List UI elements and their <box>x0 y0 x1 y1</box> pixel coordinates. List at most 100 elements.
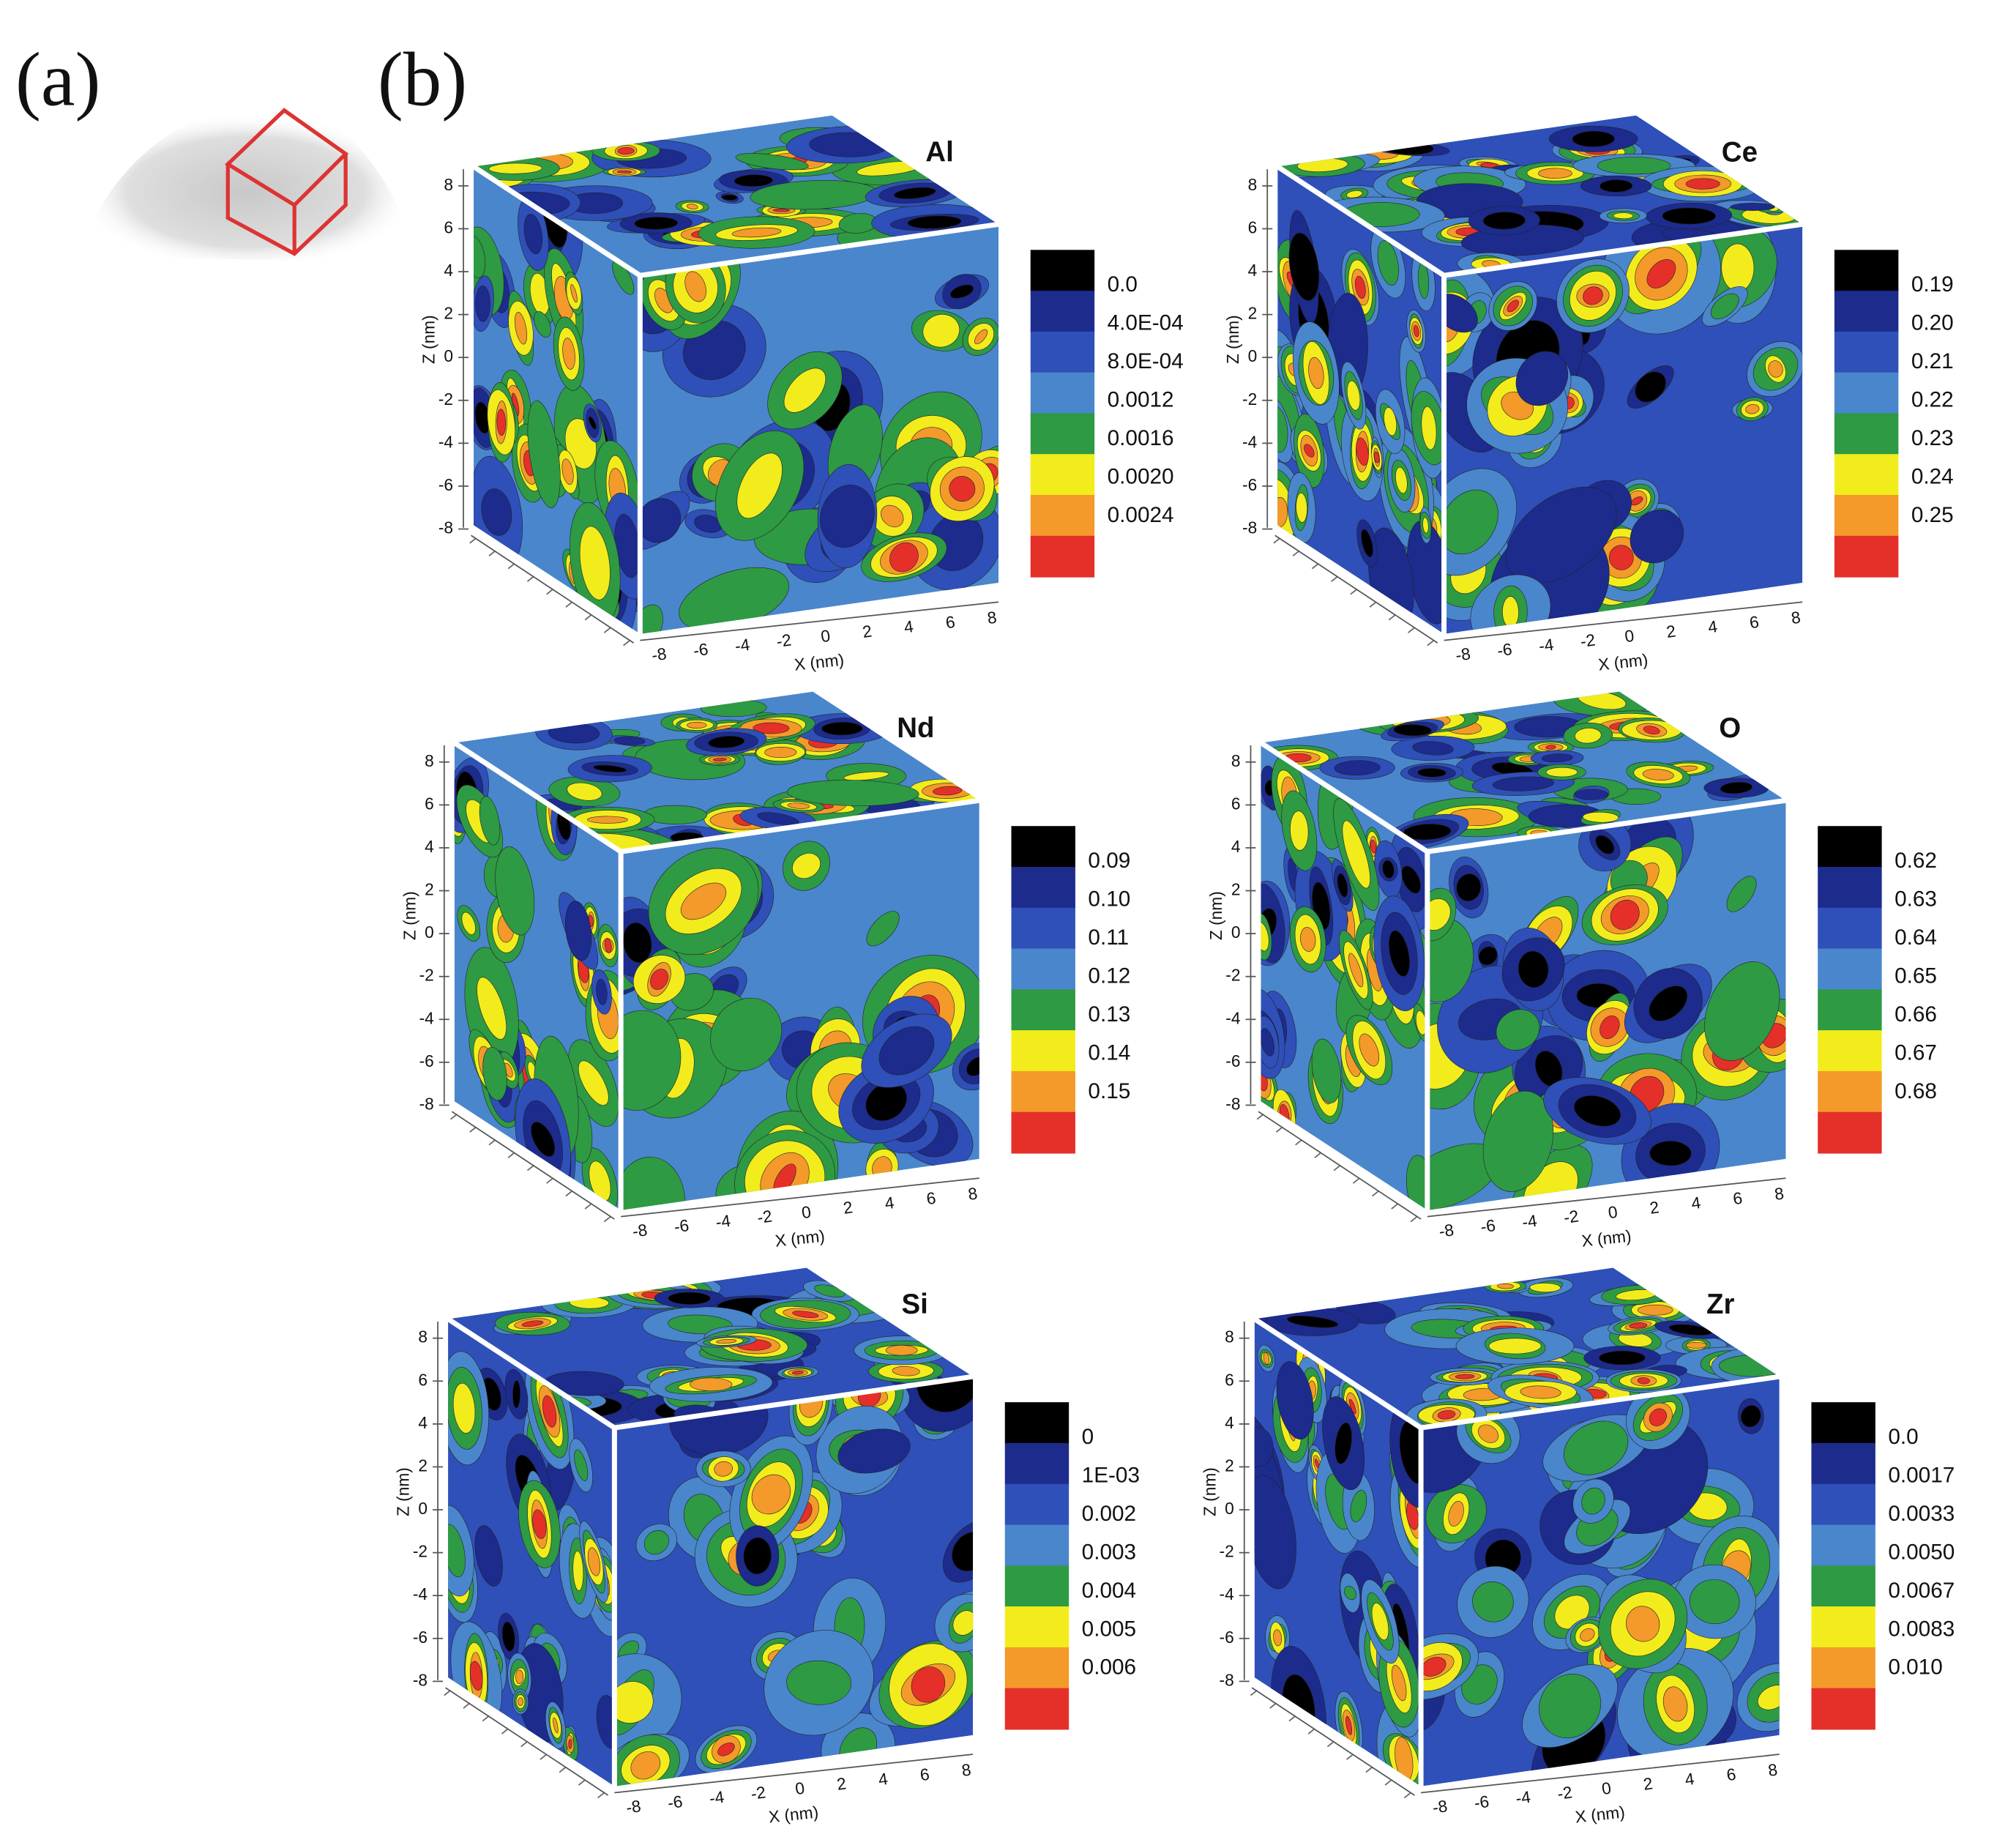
x-tick-label: -8 <box>631 1220 649 1241</box>
z-tick-label: 0 <box>1231 923 1241 942</box>
z-tick-label: -6 <box>1242 475 1257 494</box>
colorbar-band <box>1811 1442 1875 1485</box>
z-tick-label: -8 <box>1220 1670 1234 1689</box>
z-tick-label: 6 <box>1231 794 1241 813</box>
x-tick-label: 6 <box>944 612 956 633</box>
axis-line <box>1444 601 1803 641</box>
z-tick-label: 0 <box>1248 346 1258 365</box>
z-axis-label: Z (nm) <box>1223 315 1242 364</box>
colorbar-label: 0.005 <box>1082 1617 1136 1641</box>
x-tick-label: -6 <box>1473 1792 1490 1813</box>
x-tick-label: -8 <box>650 644 668 665</box>
colorbar-label: 0.0067 <box>1888 1579 1955 1603</box>
tick-mark <box>1391 1203 1399 1210</box>
z-tick-label: 2 <box>1231 880 1241 899</box>
x-tick-label: -6 <box>673 1215 690 1237</box>
axis-line <box>471 534 635 644</box>
contour-face <box>640 224 998 634</box>
tick-mark <box>603 627 611 633</box>
colorbar-band <box>1834 372 1899 414</box>
z-axis-label: Z (nm) <box>1206 891 1225 940</box>
axis-line <box>451 1111 615 1220</box>
z-tick-label: -4 <box>1242 432 1257 451</box>
colorbar-band <box>1818 989 1882 1032</box>
colorbar-label: 0.0020 <box>1108 464 1174 488</box>
z-tick-label: 2 <box>1248 304 1258 323</box>
x-tick-label: -2 <box>1579 630 1597 651</box>
x-tick-label: 8 <box>1767 1759 1779 1780</box>
z-tick-label: 4 <box>444 261 453 280</box>
x-tick-label: 6 <box>919 1765 930 1785</box>
colorbar-band <box>1818 948 1882 991</box>
axis-line <box>621 1177 979 1218</box>
tick-mark <box>1314 1152 1322 1158</box>
x-tick-label: -8 <box>625 1796 643 1817</box>
tick-mark <box>482 1715 490 1722</box>
x-tick-label: 2 <box>861 621 873 641</box>
colorbar-band <box>1818 1030 1882 1072</box>
contour-face <box>1261 742 1427 1210</box>
element-label: Al <box>925 136 953 168</box>
colorbar-label: 0.15 <box>1088 1079 1130 1103</box>
tick-mark <box>1311 563 1319 570</box>
x-tick-label: 4 <box>877 1769 889 1789</box>
x-tick-label: -6 <box>666 1792 684 1813</box>
z-tick-label: -2 <box>438 390 453 409</box>
colorbar-band <box>1818 826 1882 868</box>
tick-mark <box>520 1740 529 1748</box>
tick-mark <box>1292 550 1300 556</box>
x-tick-label: 8 <box>967 1183 979 1204</box>
x-tick-label: 2 <box>835 1773 847 1794</box>
tick-mark <box>565 601 573 608</box>
colorbar-band <box>1811 1688 1875 1730</box>
element-label: Zr <box>1706 1289 1734 1320</box>
x-tick-label: -8 <box>1431 1796 1449 1817</box>
contour-face <box>1421 1376 1780 1786</box>
contour-face <box>474 93 998 276</box>
colorbar-label: 0.68 <box>1895 1079 1937 1103</box>
x-tick-label: 0 <box>820 626 832 647</box>
colorbar-label: 0.004 <box>1082 1579 1136 1603</box>
colorbar-band <box>1811 1647 1875 1689</box>
x-tick-label: 8 <box>1790 608 1802 628</box>
tick-mark <box>1346 1754 1354 1760</box>
colorbar-band <box>1834 331 1899 373</box>
contour-face <box>448 1319 615 1786</box>
axis-line <box>445 1687 609 1796</box>
x-tick-label: 8 <box>986 608 998 628</box>
colorbar-band <box>1030 495 1095 537</box>
colorbar-band <box>1004 1565 1070 1608</box>
z-tick-label: 2 <box>418 1456 428 1475</box>
cube-panel: 8 8 6 6 4 4 2 2 0 0 -2 -2 -4 -4 -6 -6 -8 -8 Z (nm) X (nm) Ce… <box>1223 90 1954 674</box>
cube-panel: 8 8 6 6 4 4 2 2 0 0 -2 -2 -4 -4 -6 -6 -8 -8 Z (nm) X (nm) Nd… <box>400 691 1130 1251</box>
colorbar-label: 1E-03 <box>1082 1463 1140 1487</box>
colorbar-band <box>1030 413 1095 455</box>
x-tick-label: 2 <box>842 1197 854 1218</box>
z-tick-label: -4 <box>1220 1584 1234 1603</box>
z-axis-label: Z (nm) <box>400 891 419 940</box>
colorbar-label: 0.002 <box>1082 1502 1136 1526</box>
colorbar-band <box>1011 867 1075 909</box>
x-tick-label: 8 <box>1773 1183 1785 1204</box>
x-tick-label: -2 <box>1562 1206 1580 1227</box>
colorbar-band <box>1834 291 1899 332</box>
z-tick-label: 6 <box>425 794 434 813</box>
colorbar-band <box>1030 291 1095 332</box>
colorbar-label: 0.63 <box>1895 887 1937 911</box>
z-tick-label: -2 <box>1242 390 1257 409</box>
colorbar-band <box>1811 1483 1875 1526</box>
colorbar-band <box>1030 372 1095 414</box>
z-tick-label: -8 <box>419 1094 434 1113</box>
z-tick-label: 8 <box>1225 1327 1234 1346</box>
colorbar-band <box>1811 1606 1875 1648</box>
colorbar-band <box>1834 495 1899 537</box>
z-tick-label: 8 <box>1248 175 1258 194</box>
x-axis-label: X (nm) <box>1580 1226 1632 1251</box>
tick-mark <box>1269 1702 1277 1709</box>
axis-line <box>1420 1754 1780 1794</box>
x-tick-label: -4 <box>708 1787 725 1808</box>
axis-line <box>1258 1111 1422 1220</box>
z-tick-label: 4 <box>425 837 434 856</box>
z-axis-label: Z (nm) <box>1200 1467 1219 1516</box>
colorbar-band <box>1011 989 1075 1032</box>
